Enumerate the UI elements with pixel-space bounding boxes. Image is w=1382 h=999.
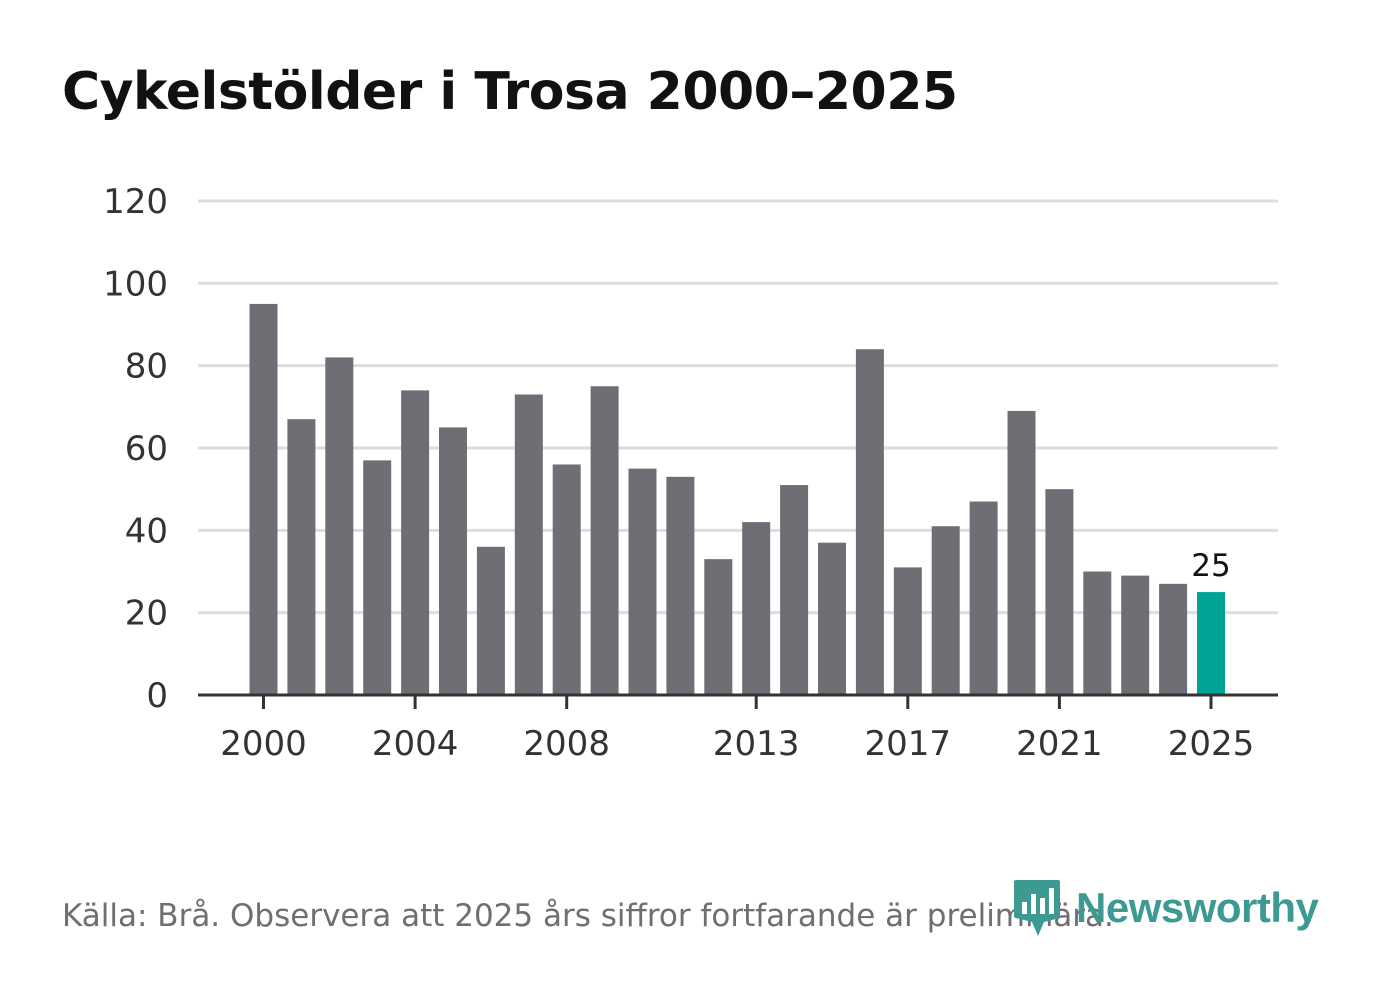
bar-2001	[287, 419, 316, 695]
bar-2011	[666, 476, 695, 695]
bar-2010	[628, 468, 657, 695]
bar-2019	[969, 501, 998, 695]
y-axis-labels: 0 20 40 60 80 100 120	[103, 182, 168, 716]
x-axis-labels: 2000 2004 2008 2013 2017 2021 2025	[220, 724, 1254, 764]
bar-2021	[1045, 489, 1074, 695]
x-tick-label: 2021	[1016, 724, 1103, 764]
bar-2014	[780, 485, 809, 695]
bar-2009	[590, 386, 619, 695]
chart-title: Cykelstölder i Trosa 2000–2025	[62, 62, 958, 122]
brand: Newsworthy	[1012, 878, 1319, 938]
bar-2022	[1083, 571, 1112, 695]
bars	[249, 303, 1225, 695]
y-tick-label: 100	[103, 264, 168, 304]
bar-2020	[1007, 410, 1036, 695]
bar-2015	[818, 542, 846, 695]
bar-2023	[1121, 575, 1150, 695]
y-tick-label: 20	[125, 594, 168, 634]
x-tick-label: 2000	[220, 724, 307, 764]
grid-lines	[198, 199, 1278, 615]
bar-2013	[742, 522, 771, 695]
y-tick-label: 120	[103, 182, 168, 222]
brand-name: Newsworthy	[1076, 884, 1319, 931]
bar-2008	[552, 464, 581, 695]
bar-2025	[1197, 592, 1225, 695]
x-axis	[198, 693, 1278, 709]
x-tick-label: 2013	[713, 724, 800, 764]
x-tick-label: 2025	[1168, 724, 1255, 764]
x-tick-label: 2017	[865, 724, 952, 764]
bar-2000	[249, 303, 278, 695]
bar-2024	[1159, 583, 1188, 695]
y-tick-label: 40	[125, 511, 168, 551]
bar-2017	[893, 567, 922, 695]
y-tick-label: 0	[146, 676, 168, 716]
bar-2002	[325, 357, 354, 695]
annotations: 25	[1191, 548, 1230, 584]
y-tick-label: 80	[125, 347, 168, 387]
bar-2006	[476, 546, 505, 695]
bar-2012	[704, 559, 733, 695]
bar-2016	[855, 349, 884, 695]
data-label-2025: 25	[1191, 548, 1230, 584]
x-tick-label: 2004	[372, 724, 459, 764]
bar-2018	[931, 526, 960, 695]
bar-2005	[439, 427, 467, 695]
bar-2003	[363, 460, 392, 695]
bar-2004	[401, 390, 430, 695]
source-note: Källa: Brå. Observera att 2025 års siffr…	[62, 898, 1114, 934]
bar-2007	[514, 394, 543, 695]
newsworthy-logo-icon	[1014, 880, 1060, 936]
y-tick-label: 60	[125, 429, 168, 469]
x-tick-label: 2008	[523, 724, 610, 764]
